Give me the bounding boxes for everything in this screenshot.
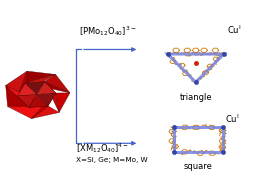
Text: [PMo$_{12}$O$_{40}$]$^{3-}$: [PMo$_{12}$O$_{40}$]$^{3-}$ — [79, 24, 136, 38]
Polygon shape — [31, 93, 56, 119]
Text: Cu$^{\mathsf{I}}$: Cu$^{\mathsf{I}}$ — [225, 113, 240, 125]
Polygon shape — [56, 93, 70, 112]
Polygon shape — [37, 82, 56, 94]
Text: [XM$_{12}$O$_{40}$]$^{4-}$: [XM$_{12}$O$_{40}$]$^{4-}$ — [76, 142, 129, 156]
Polygon shape — [25, 82, 70, 93]
Text: X=Si, Ge; M=Mo, W: X=Si, Ge; M=Mo, W — [76, 157, 148, 163]
Polygon shape — [7, 106, 48, 119]
Polygon shape — [44, 82, 59, 112]
Polygon shape — [25, 82, 44, 94]
Polygon shape — [37, 93, 56, 106]
Polygon shape — [17, 74, 56, 96]
Polygon shape — [29, 94, 48, 107]
Polygon shape — [17, 94, 37, 107]
Text: Cu$^{\mathsf{I}}$: Cu$^{\mathsf{I}}$ — [227, 24, 241, 36]
Text: triangle: triangle — [179, 93, 212, 102]
Polygon shape — [6, 85, 48, 107]
Polygon shape — [6, 85, 29, 107]
Polygon shape — [17, 83, 37, 96]
Polygon shape — [6, 71, 27, 96]
Polygon shape — [31, 106, 59, 119]
Polygon shape — [25, 71, 56, 83]
Polygon shape — [44, 74, 70, 93]
Polygon shape — [17, 71, 29, 107]
Text: square: square — [184, 162, 213, 171]
